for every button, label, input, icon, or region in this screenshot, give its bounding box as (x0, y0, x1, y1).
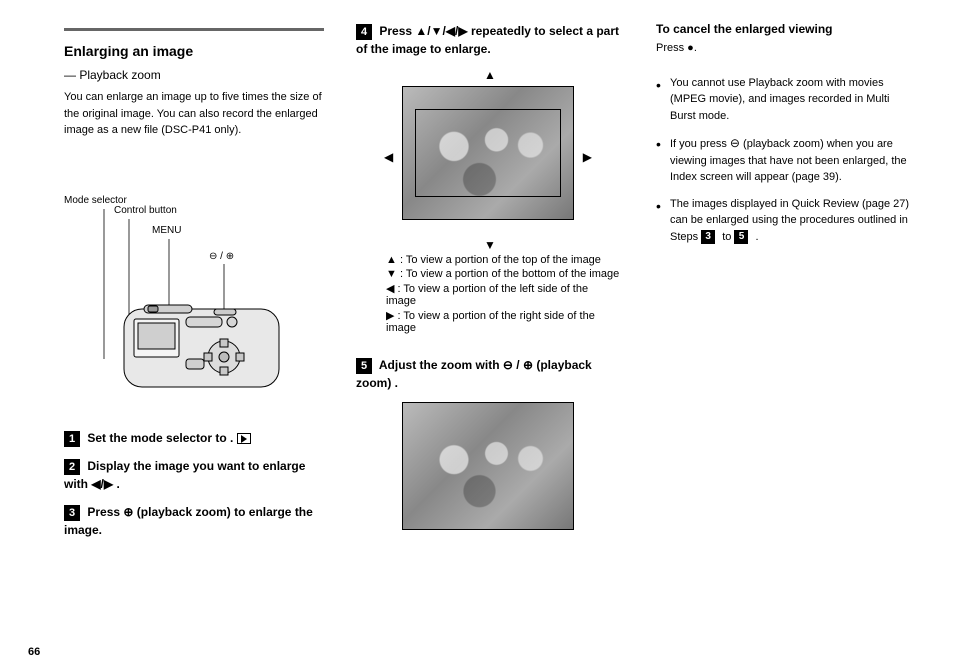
dpad-arrows-icon: ▲/▼/◀/▶ (415, 24, 467, 38)
label-control-button: Control button (114, 205, 177, 217)
step-5-text-a: Adjust the zoom with (379, 358, 503, 372)
note-3c: . (756, 231, 759, 243)
step-2-text-b: . (116, 477, 119, 491)
note-2a: If you press (670, 138, 730, 150)
section-body: You can enlarge an image up to five time… (64, 89, 324, 139)
step-badge-5: 5 (356, 358, 372, 374)
left-right-arrows-icon: ◀/▶ (91, 477, 113, 491)
step-3-text-a: Press (87, 505, 123, 519)
legend-left: ◀ : To view a portion of the left side o… (386, 282, 620, 307)
label-menu: MENU (152, 225, 181, 237)
step-badge-4: 4 (356, 24, 372, 40)
inline-badge-5: 5 (734, 230, 748, 244)
photo-area-1: ▲ ▼ ◀ ▶ (388, 70, 588, 250)
step-3: 3 Press ⊕ (playback zoom) to enlarge the… (64, 503, 324, 539)
photo-area-2 (402, 402, 574, 530)
arrow-left-icon: ◀ (384, 150, 393, 164)
trim-frame (415, 109, 561, 197)
step-1: 1 Set the mode selector to . (64, 429, 324, 447)
zoom-in-icon: ⊕ (123, 505, 133, 519)
step-1-text: Set the mode selector to . (87, 431, 233, 445)
cancel-heading: To cancel the enlarged viewing (656, 22, 916, 36)
step-badge-1: 1 (64, 431, 80, 447)
arrow-down-icon: ▼ (484, 238, 496, 252)
right-column: To cancel the enlarged viewing Press ●. … (656, 0, 916, 255)
step-5: 5 Adjust the zoom with ⊖ / ⊕ (playback z… (356, 356, 620, 392)
note-item: The images displayed in Quick Review (pa… (656, 196, 916, 246)
playback-icon (237, 433, 251, 444)
note-3b: to (722, 231, 734, 243)
step-4: 4 Press ▲/▼/◀/▶ repeatedly to select a p… (356, 22, 620, 58)
zoom-out-in-icon: ⊖ / ⊕ (503, 358, 533, 372)
label-zoom-icons: ⊖ / ⊕ (209, 251, 234, 263)
step-4-text-a: Press (379, 24, 415, 38)
camera-svg (74, 209, 304, 409)
section-rule (64, 28, 324, 31)
step-badge-3: 3 (64, 505, 80, 521)
cancel-body: Press ●. (656, 40, 916, 57)
arrow-right-icon: ▶ (583, 150, 592, 164)
notes-list: You cannot use Playback zoom with movies… (656, 75, 916, 246)
note-item: You cannot use Playback zoom with movies… (656, 75, 916, 125)
left-column: Enlarging an image — Playback zoom You c… (64, 0, 324, 549)
direction-legend: ▲ : To view a portion of the top of the … (356, 254, 620, 334)
sample-photo-2 (402, 402, 574, 530)
section-subtitle: — Playback zoom (64, 67, 324, 83)
inline-badge-3: 3 (701, 230, 715, 244)
zoom-out-icon: ⊖ (730, 136, 740, 150)
legend-up: ▲ : To view a portion of the top of the … (386, 254, 620, 266)
legend-down: ▼ : To view a portion of the bottom of t… (386, 268, 620, 280)
camera-illustration: Mode selector Control button MENU ⊖ / ⊕ (74, 209, 304, 409)
note-item: If you press ⊖ (playback zoom) when you … (656, 134, 916, 186)
step-badge-2: 2 (64, 459, 80, 475)
step-2: 2 Display the image you want to enlarge … (64, 457, 324, 493)
section-title: Enlarging an image (64, 43, 324, 59)
arrow-up-icon: ▲ (484, 68, 496, 82)
middle-column: 4 Press ▲/▼/◀/▶ repeatedly to select a p… (356, 0, 620, 530)
sample-photo-1 (402, 86, 574, 220)
page-number: 66 (28, 646, 40, 658)
legend-right: ▶ : To view a portion of the right side … (386, 309, 620, 334)
